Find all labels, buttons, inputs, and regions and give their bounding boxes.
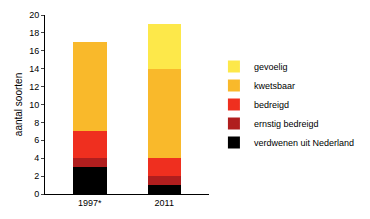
svg-text:aantal soorten: aantal soorten (13, 73, 24, 136)
svg-text:6: 6 (34, 135, 39, 145)
svg-text:16: 16 (29, 46, 39, 56)
svg-text:8: 8 (34, 118, 39, 128)
svg-text:ernstig bedreigd: ernstig bedreigd (254, 119, 319, 129)
svg-text:kwetsbaar: kwetsbaar (254, 81, 295, 91)
svg-text:gevoelig: gevoelig (254, 62, 288, 72)
svg-text:4: 4 (34, 153, 39, 163)
svg-text:10: 10 (29, 100, 39, 110)
svg-text:2011: 2011 (155, 198, 174, 208)
svg-text:0: 0 (34, 189, 39, 199)
svg-text:14: 14 (29, 64, 39, 74)
svg-text:2: 2 (34, 171, 39, 181)
svg-text:20: 20 (29, 10, 39, 20)
svg-text:12: 12 (29, 82, 39, 92)
svg-text:bedreigd: bedreigd (254, 100, 289, 110)
svg-text:1997*: 1997* (78, 198, 102, 208)
svg-text:18: 18 (29, 28, 39, 38)
svg-text:verdwenen uit Nederland: verdwenen uit Nederland (254, 138, 354, 148)
